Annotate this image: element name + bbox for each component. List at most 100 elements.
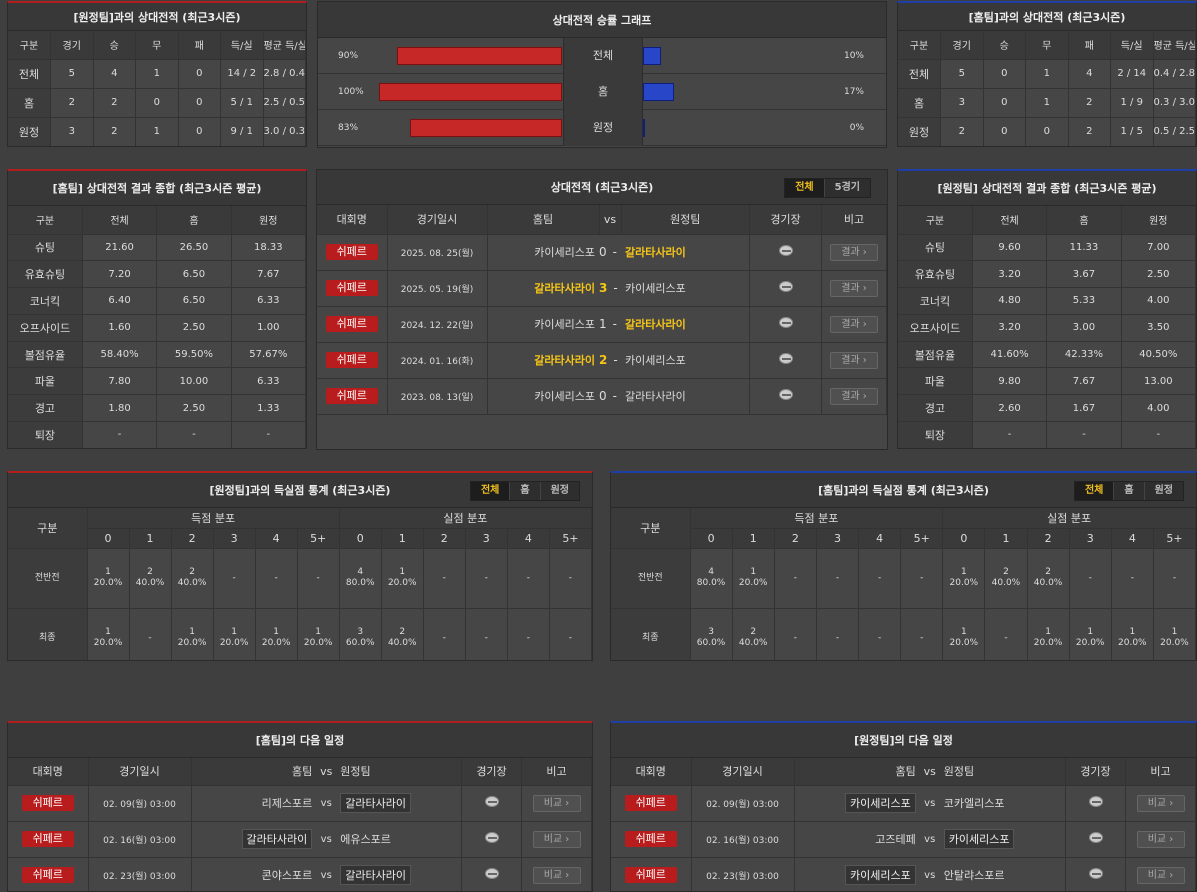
compare-button[interactable]: 비교	[532, 794, 581, 812]
home-team[interactable]: 고즈테페	[875, 833, 916, 846]
dist-count: 4	[708, 567, 714, 577]
compare-button[interactable]: 비교	[532, 830, 581, 848]
bucket-header: 2	[171, 528, 214, 549]
tab-away[interactable]: 원정	[1154, 485, 1173, 496]
stadium-icon[interactable]	[1088, 868, 1103, 879]
home-team[interactable]: 갈라타사라이	[241, 829, 313, 849]
league-badge[interactable]: 쉬페르	[325, 316, 378, 332]
date-cell: 2025. 05. 19(월)	[387, 270, 488, 307]
stadium-icon[interactable]	[1088, 832, 1103, 843]
stadium-icon[interactable]	[484, 832, 499, 843]
league-badge[interactable]: 쉬페르	[325, 244, 378, 260]
league-badge[interactable]: 쉬페르	[21, 867, 74, 883]
league-badge[interactable]: 쉬페르	[21, 831, 74, 847]
home-team[interactable]: 카이세리스포	[487, 378, 599, 415]
away-team[interactable]: 카이세리스포	[621, 270, 750, 307]
table-cell: 7.00	[1121, 234, 1196, 262]
result-button[interactable]: 결과	[830, 387, 878, 405]
stadium-icon[interactable]	[778, 353, 793, 364]
date-cell: 02. 16(월) 03:00	[88, 821, 192, 858]
stadium-cell	[461, 785, 522, 822]
league-badge[interactable]: 쉬페르	[624, 831, 677, 847]
stadium-icon[interactable]	[778, 389, 793, 400]
away-team[interactable]: 코카엘리스포	[943, 797, 1005, 810]
compare-button[interactable]: 비교	[1136, 866, 1185, 884]
stadium-icon[interactable]	[1088, 796, 1103, 807]
dist-cell: 1 20.0%	[87, 608, 130, 660]
row-label: 오프사이드	[898, 314, 973, 342]
dist-percent: 40.0%	[135, 578, 165, 588]
away-team[interactable]: 에유스포르	[340, 833, 391, 846]
tab-away[interactable]: 원정	[550, 485, 569, 496]
stadium-icon[interactable]	[778, 245, 793, 256]
result-button[interactable]: 결과	[830, 243, 878, 261]
home-team[interactable]: 카이세리스포	[845, 793, 916, 813]
header-row: 대회명 경기일시 홈팀 vs 원정팀 경기장 비고	[317, 205, 887, 235]
dist-cell: 1 20.0%	[171, 608, 214, 660]
result-button[interactable]: 결과	[830, 351, 878, 369]
schedule-row[interactable]: 쉬페르 02. 23(월) 03:00 콘야스포르 vs 갈라타사라이 비교	[8, 857, 592, 891]
stadium-icon[interactable]	[484, 868, 499, 879]
league-badge[interactable]: 쉬페르	[325, 388, 378, 404]
home-team[interactable]: 리제스포르	[261, 797, 313, 810]
schedule-row[interactable]: 쉬페르 02. 16(월) 03:00 갈라타사라이 vs 에유스포르 비교	[8, 821, 592, 858]
away-team[interactable]: 안탈랴스포르	[943, 869, 1005, 882]
tab-all[interactable]: 전체	[470, 482, 511, 500]
league-badge[interactable]: 쉬페르	[325, 352, 378, 368]
row-label: 경고	[898, 394, 973, 423]
stadium-icon[interactable]	[484, 796, 499, 807]
away-team[interactable]: 카이세리스포	[621, 342, 750, 379]
home-team[interactable]: 콘야스포르	[261, 869, 313, 882]
note-cell: 결과	[821, 378, 887, 415]
away-team[interactable]: 갈라타사라이	[340, 793, 411, 813]
table-cell: 5.33	[1046, 287, 1122, 315]
home-team[interactable]: 갈라타사라이	[487, 342, 599, 379]
home-team[interactable]: 카이세리스포	[845, 865, 916, 885]
league-badge[interactable]: 쉬페르	[624, 795, 677, 811]
away-team[interactable]: 카이세리스포	[943, 829, 1015, 849]
stadium-icon[interactable]	[778, 281, 793, 292]
home-team[interactable]: 갈라타사라이	[487, 270, 599, 307]
dist-count: 2	[1045, 567, 1051, 577]
home-team[interactable]: 카이세리스포	[487, 234, 599, 271]
result-button[interactable]: 결과	[830, 315, 878, 333]
schedule-row[interactable]: 쉬페르 02. 16(월) 03:00 고즈테페 vs 카이세리스포 비교	[611, 821, 1196, 858]
table-cell: 0	[178, 117, 221, 146]
column-header: 무	[1025, 31, 1069, 60]
home-team[interactable]: 카이세리스포	[487, 306, 599, 343]
tab-5-games[interactable]: 5경기	[834, 182, 860, 193]
league-badge[interactable]: 쉬페르	[21, 795, 74, 811]
schedule-row[interactable]: 쉬페르 02. 09(월) 03:00 리제스포르 vs 갈라타사라이 비교	[8, 785, 592, 822]
league-badge[interactable]: 쉬페르	[325, 280, 378, 296]
away-team[interactable]: 갈라타사라이	[621, 378, 750, 415]
league-badge[interactable]: 쉬페르	[624, 867, 677, 883]
column-header: 홈팀	[487, 205, 600, 235]
table-cell: 9 / 1	[220, 117, 264, 146]
schedule-row[interactable]: 쉬페르 02. 23(월) 03:00 카이세리스포 vs 안탈랴스포르 비교	[611, 857, 1196, 891]
away-team[interactable]: 갈라타사라이	[340, 865, 411, 885]
result-button[interactable]: 결과	[830, 279, 878, 297]
compare-button[interactable]: 비교	[532, 866, 581, 884]
table-cell: 6.40	[82, 287, 158, 315]
stadium-icon[interactable]	[778, 317, 793, 328]
table-cell: 2	[50, 88, 94, 118]
tab-all[interactable]: 전체	[785, 179, 825, 197]
header-row: 대회명 경기일시 홈팀 vs 원정팀 경기장 비고	[611, 758, 1196, 786]
tab-all[interactable]: 전체	[1074, 482, 1115, 500]
tab-home[interactable]: 홈	[1114, 482, 1145, 500]
date-cell: 02. 23(월) 03:00	[88, 857, 192, 891]
away-team[interactable]: 갈라타사라이	[621, 234, 750, 271]
tab-home[interactable]: 홈	[510, 482, 541, 500]
league-cell: 쉬페르	[317, 306, 388, 343]
compare-button[interactable]: 비교	[1136, 830, 1185, 848]
schedule-row[interactable]: 쉬페르 02. 09(월) 03:00 카이세리스포 vs 코카엘리스포 비교	[611, 785, 1196, 822]
away-team[interactable]: 갈라타사라이	[621, 306, 750, 343]
row-label: 유효슈팅	[8, 260, 83, 289]
compare-button[interactable]: 비교	[1136, 794, 1185, 812]
